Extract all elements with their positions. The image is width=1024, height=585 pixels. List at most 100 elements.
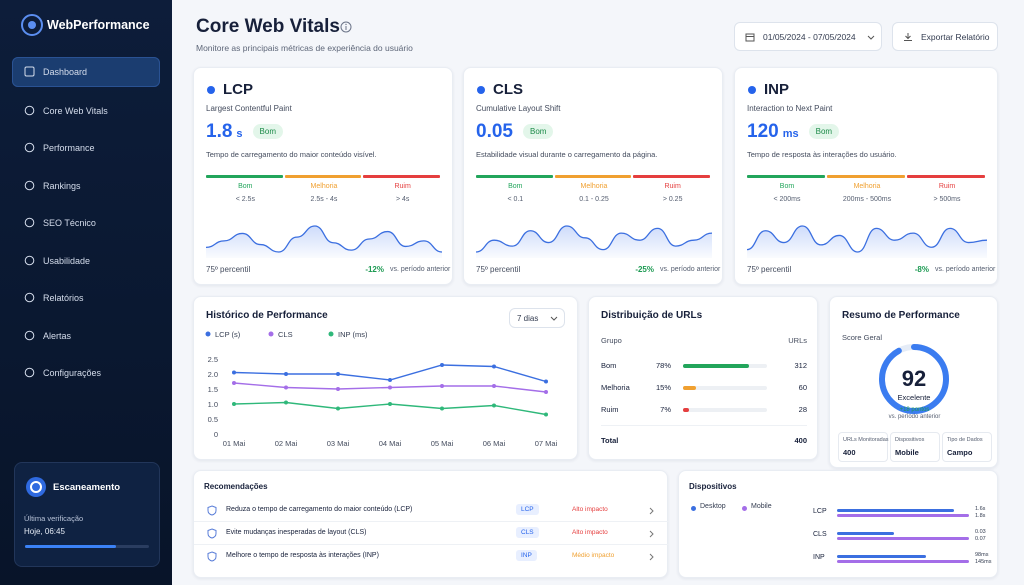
legend-dot <box>742 506 747 511</box>
score-compare: vs. período anterior <box>888 414 941 420</box>
scale-threshold: > 4s <box>395 196 410 203</box>
stat-value: Campo <box>947 448 973 457</box>
y-tick-label: 1.5 <box>208 385 218 394</box>
group-name: Melhoria <box>601 383 630 392</box>
total-value: 400 <box>794 436 807 445</box>
nav-item[interactable]: Rankings <box>12 171 160 201</box>
stat-label: Dispositivos <box>895 437 925 443</box>
compare-label: vs. período anterior <box>935 266 996 273</box>
chevron-icon <box>649 507 654 515</box>
nav-item[interactable]: Performance <box>12 133 160 163</box>
export-button[interactable]: Exportar Relatório <box>892 22 998 51</box>
nav-item[interactable]: SEO Técnico <box>12 208 160 238</box>
rec-icon <box>207 551 217 562</box>
nav-item[interactable]: Dashboard <box>12 57 160 87</box>
scale-label: Ruim <box>394 183 411 190</box>
metric-value: 120 <box>747 121 779 142</box>
x-tick-label: 04 Mai <box>379 439 402 448</box>
device-value: 0.07 <box>975 536 986 542</box>
data-point <box>492 364 496 369</box>
device-value: 1.8s <box>975 513 986 519</box>
sidebar: WebPerformance Dashboard Core Web Vitals P… <box>0 0 172 585</box>
metric-tag: LCP <box>516 504 539 515</box>
nav-label: Performance <box>43 143 95 153</box>
shield-icon <box>207 551 217 562</box>
recommendation-row[interactable]: Evite mudanças inesperadas de layout (CL… <box>194 523 669 545</box>
distribution-card: Distribuição de URLs Grupo URLs Bom 78% 312 Me… <box>588 296 818 460</box>
nav-icon <box>24 180 35 191</box>
icon-shape <box>24 217 35 228</box>
sparkline-line <box>206 225 442 253</box>
period-dropdown[interactable]: 7 dias <box>509 308 565 328</box>
history-card: Histórico de Performance 7 dias 0 0.5 1.0 1.5… <box>193 296 578 460</box>
shield-icon <box>207 528 217 539</box>
recommendations-title: Recomendações <box>204 482 268 491</box>
device-bar <box>837 537 969 540</box>
legend-dot <box>205 331 211 337</box>
chevron <box>867 35 875 40</box>
legend-dot <box>268 331 274 337</box>
y-tick-label: 1.0 <box>208 400 218 409</box>
stat-box: Tipo de Dados Campo <box>942 432 992 462</box>
chevron-icon <box>550 316 558 321</box>
metric-change: -25% <box>635 265 654 274</box>
compare-label: vs. período anterior <box>660 266 721 273</box>
icon-shape <box>24 255 35 266</box>
data-point <box>544 412 548 417</box>
scale-threshold: 0.1 - 0.25 <box>579 196 609 203</box>
brand-logo <box>21 14 43 36</box>
chevron <box>649 530 654 538</box>
distribution-bar <box>683 386 696 390</box>
metric-tag: CLS <box>516 527 539 538</box>
info-icon[interactable] <box>340 21 352 33</box>
y-tick-label: 0.5 <box>208 415 218 424</box>
legend-label: Mobile <box>751 503 772 510</box>
nav-item[interactable]: Core Web Vitals <box>12 96 160 126</box>
scale-threshold: 2.5s - 4s <box>310 196 338 203</box>
metric-name: CLS <box>493 81 523 98</box>
scan-time: Hoje, 06:45 <box>24 527 65 536</box>
nav-icon <box>24 255 35 266</box>
status-badge: Bom <box>522 124 554 139</box>
scale-threshold: < 2.5s <box>235 196 255 203</box>
data-point <box>544 390 548 394</box>
device-metric: INP <box>813 554 825 561</box>
nav-icon <box>24 292 35 303</box>
score-value: 92 <box>902 366 926 391</box>
metric-description: Estabilidade visual durante o carregamen… <box>476 150 658 159</box>
data-point <box>544 379 548 384</box>
date-picker[interactable]: 01/05/2024 - 07/05/2024 <box>734 22 882 51</box>
scale-bar <box>284 175 362 178</box>
device-value: 1.6s <box>975 506 986 512</box>
y-tick-label: 2.0 <box>208 370 218 379</box>
page-title: Core Web Vitals <box>196 16 340 37</box>
nav-item[interactable]: Alertas <box>12 321 160 351</box>
recommendation-row[interactable]: Melhore o tempo de resposta às interaçõe… <box>194 546 669 568</box>
scan-title: Escaneamento <box>53 482 121 493</box>
nav-item[interactable]: Configurações <box>12 358 160 388</box>
scale-bar <box>747 175 825 178</box>
scan-label: Última verificação <box>24 514 84 523</box>
calendar-icon <box>745 33 755 42</box>
page-subtitle: Monitore as principais métricas de exper… <box>196 43 413 53</box>
scale-threshold: > 500ms <box>933 196 961 203</box>
legend-dot <box>691 506 696 511</box>
device-value: 98ms <box>975 552 989 558</box>
metric-subtitle: Cumulative Layout Shift <box>476 104 561 113</box>
device-bar <box>837 560 969 563</box>
gauge: 92 Excelente <box>879 344 949 414</box>
recommendation-row[interactable]: Reduza o tempo de carregamento do maior … <box>194 500 669 522</box>
dot-icon <box>207 86 215 94</box>
scale-label: Melhoria <box>310 183 338 190</box>
status-dot <box>477 86 485 94</box>
data-point <box>336 406 340 411</box>
device-metric: CLS <box>813 531 827 538</box>
nav-item[interactable]: Usabilidade <box>12 246 160 276</box>
nav-item[interactable]: Relatórios <box>12 283 160 313</box>
compare-label: vs. período anterior <box>390 266 451 273</box>
scale-bar <box>363 175 440 178</box>
nav-label: Usabilidade <box>43 256 91 266</box>
chevron-icon <box>649 530 654 538</box>
